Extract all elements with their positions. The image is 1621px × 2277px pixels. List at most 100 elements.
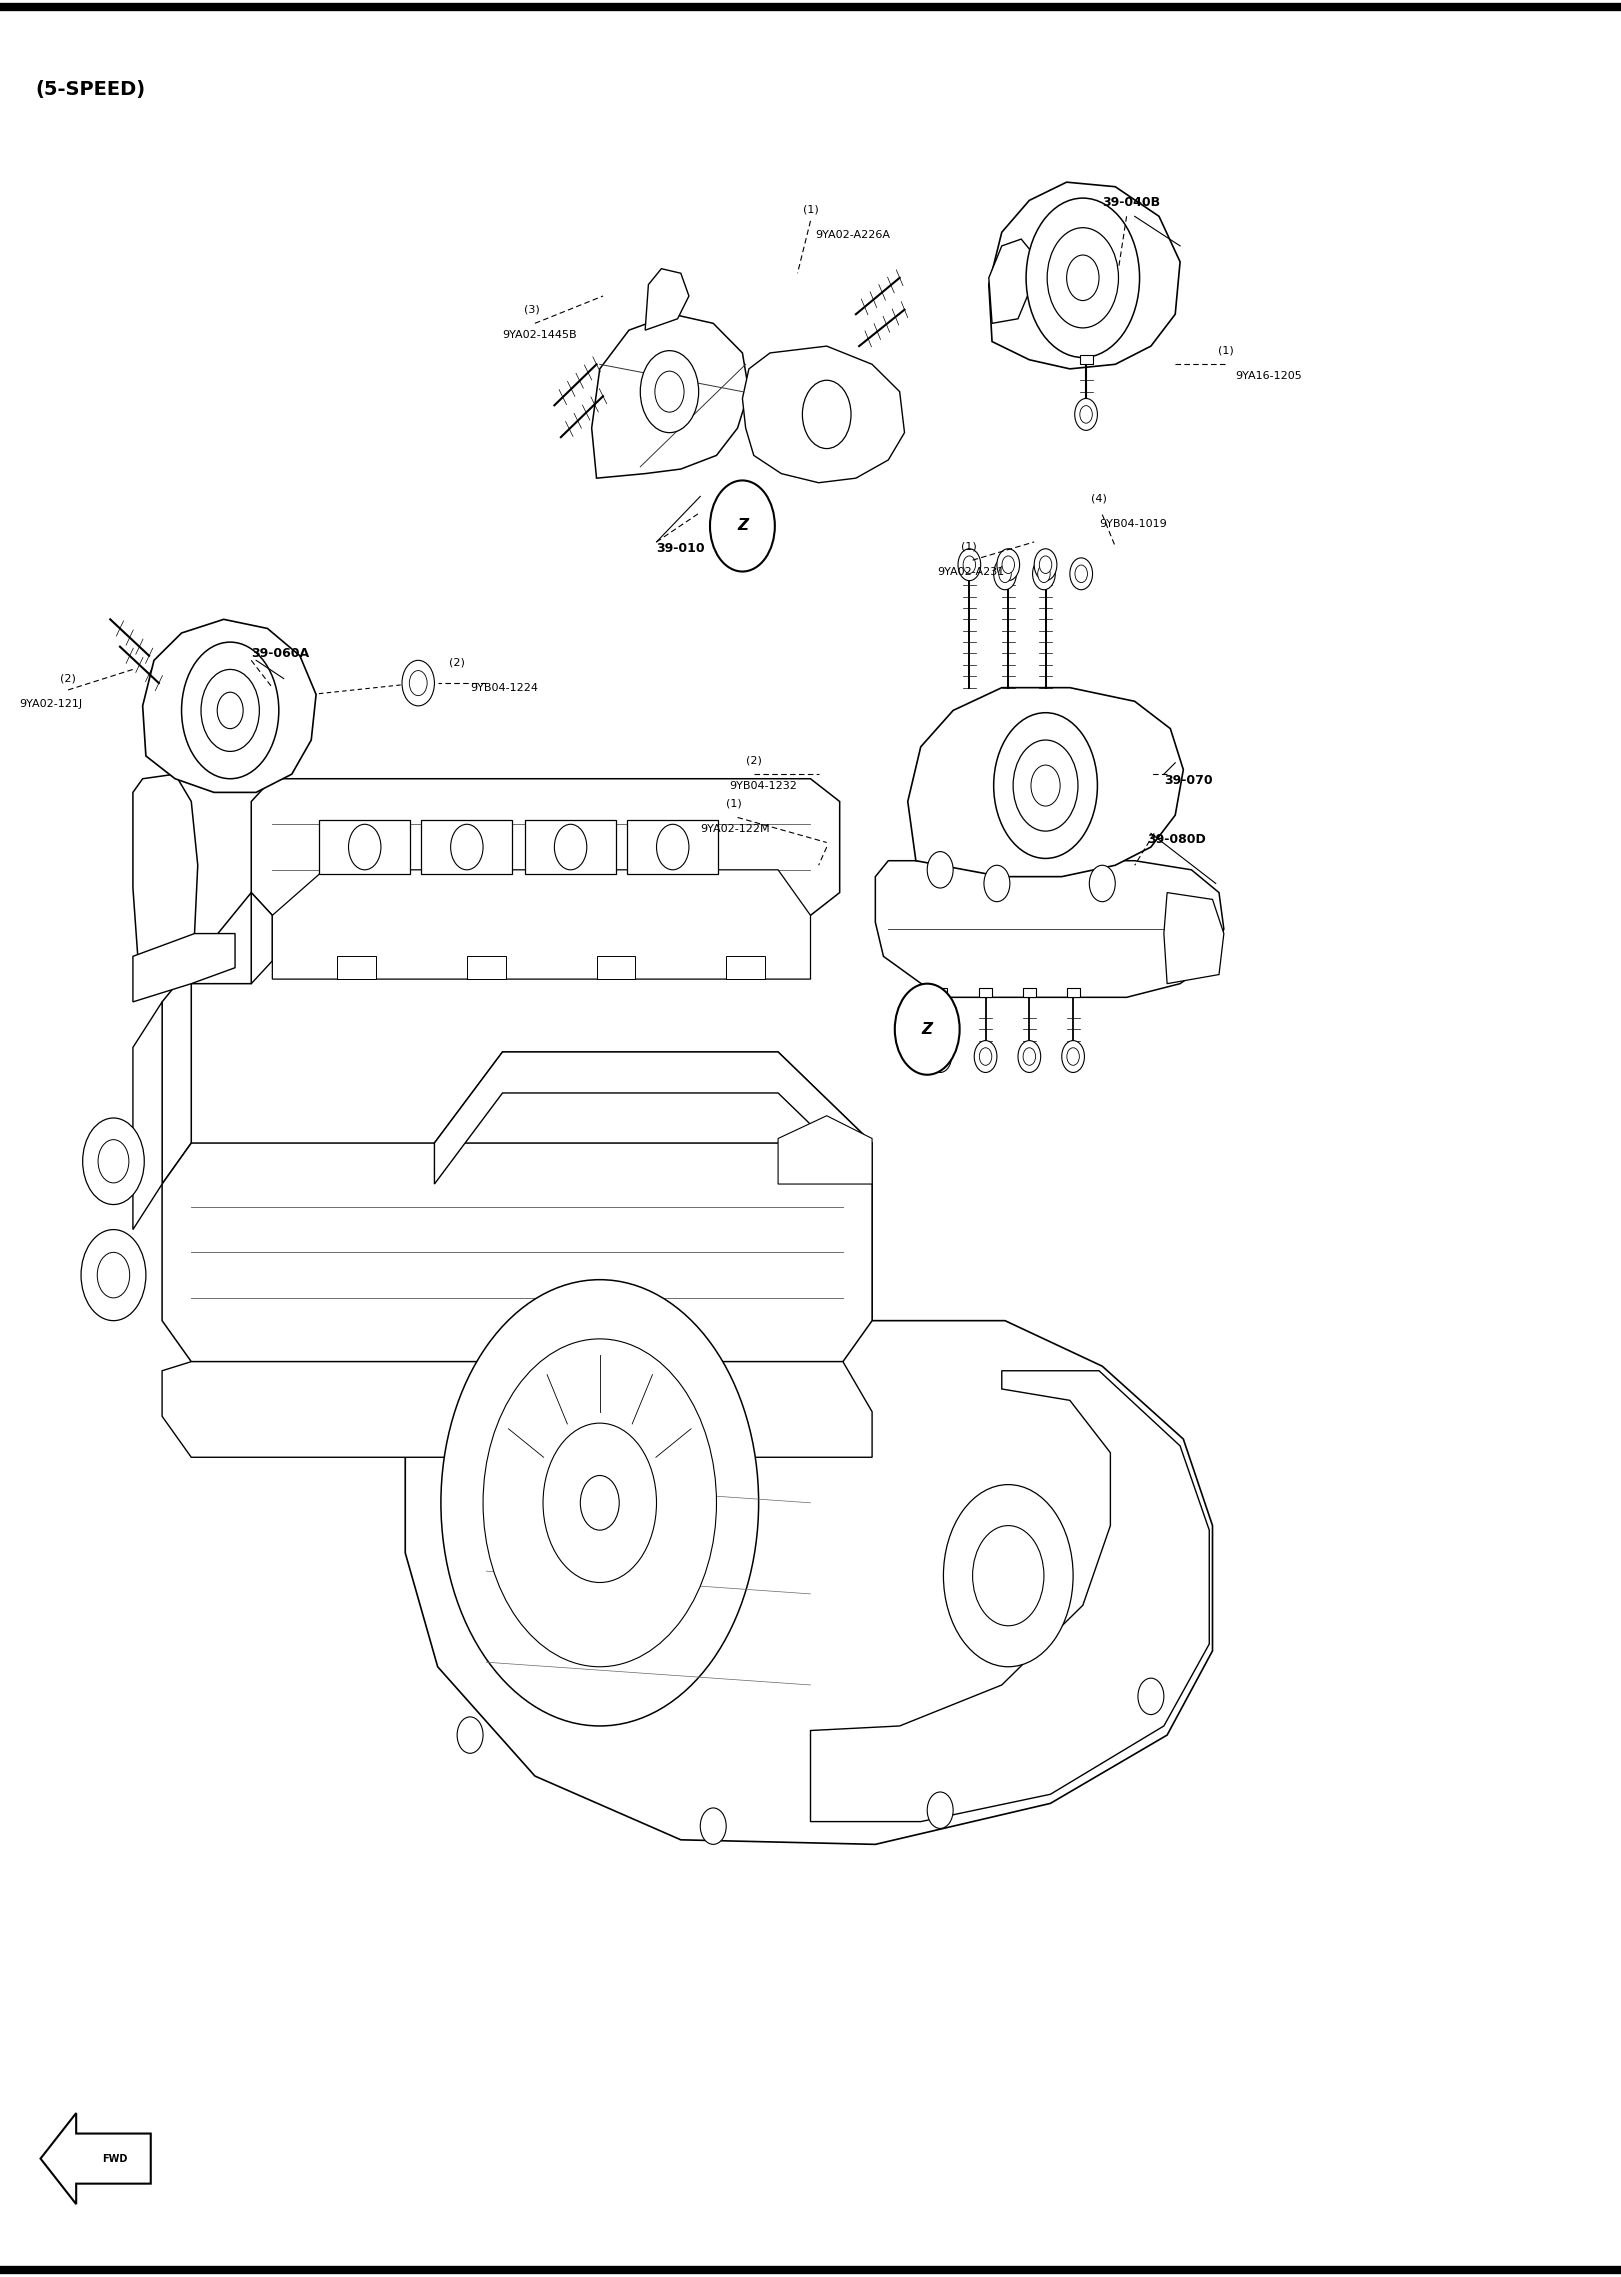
Circle shape	[974, 1041, 997, 1072]
Circle shape	[349, 824, 381, 870]
Polygon shape	[405, 1052, 1213, 1844]
Polygon shape	[133, 934, 235, 1002]
Text: (2): (2)	[60, 674, 76, 683]
Polygon shape	[627, 820, 718, 874]
Circle shape	[927, 1792, 953, 1828]
Polygon shape	[592, 314, 749, 478]
Polygon shape	[1164, 893, 1224, 984]
Circle shape	[1080, 405, 1093, 424]
Text: 9YA02-121J: 9YA02-121J	[19, 699, 83, 708]
Polygon shape	[133, 774, 198, 984]
Polygon shape	[133, 1002, 162, 1230]
Text: FWD: FWD	[102, 2154, 128, 2163]
Bar	[934, 988, 947, 997]
Circle shape	[994, 713, 1097, 858]
Circle shape	[1002, 556, 1015, 574]
Polygon shape	[726, 956, 765, 979]
Polygon shape	[778, 1116, 872, 1184]
Polygon shape	[162, 1143, 872, 1362]
Circle shape	[1023, 1047, 1036, 1066]
Polygon shape	[645, 269, 689, 330]
Circle shape	[655, 371, 684, 412]
Bar	[1080, 355, 1093, 364]
Circle shape	[580, 1475, 619, 1530]
Text: 39-080D: 39-080D	[1148, 833, 1206, 847]
Text: (2): (2)	[449, 658, 465, 667]
Text: 9YB04-1232: 9YB04-1232	[729, 781, 798, 790]
Text: (3): (3)	[524, 305, 540, 314]
Text: (1): (1)	[1217, 346, 1234, 355]
Text: 9YA02-A231: 9YA02-A231	[937, 567, 1003, 576]
Text: (1): (1)	[802, 205, 819, 214]
Circle shape	[81, 1230, 146, 1321]
Polygon shape	[143, 619, 316, 792]
Circle shape	[97, 1252, 130, 1298]
Polygon shape	[421, 820, 512, 874]
Circle shape	[934, 1047, 947, 1066]
Circle shape	[958, 549, 981, 581]
Circle shape	[997, 549, 1020, 581]
Polygon shape	[41, 2113, 151, 2204]
Circle shape	[994, 558, 1016, 590]
Text: (1): (1)	[961, 542, 977, 551]
Circle shape	[979, 1047, 992, 1066]
Circle shape	[1026, 198, 1140, 357]
Circle shape	[640, 351, 699, 433]
Text: 9YA16-1205: 9YA16-1205	[1235, 371, 1302, 380]
Bar	[979, 988, 992, 997]
Circle shape	[201, 669, 259, 751]
Circle shape	[1075, 398, 1097, 430]
Circle shape	[408, 669, 428, 697]
Circle shape	[973, 1526, 1044, 1626]
Circle shape	[451, 824, 483, 870]
Polygon shape	[742, 346, 905, 483]
Circle shape	[700, 1808, 726, 1844]
Bar	[963, 565, 976, 574]
Polygon shape	[989, 182, 1180, 369]
Text: 39-070: 39-070	[1164, 774, 1213, 788]
Polygon shape	[251, 779, 840, 915]
Circle shape	[1039, 556, 1052, 574]
Circle shape	[943, 1485, 1073, 1667]
Polygon shape	[908, 688, 1183, 877]
Circle shape	[1018, 1041, 1041, 1072]
Text: 9YB04-1019: 9YB04-1019	[1099, 519, 1167, 528]
Bar	[1067, 988, 1080, 997]
Circle shape	[999, 565, 1012, 583]
Circle shape	[802, 380, 851, 449]
Text: 9YA02-1445B: 9YA02-1445B	[503, 330, 577, 339]
Circle shape	[543, 1423, 657, 1583]
Polygon shape	[525, 820, 616, 874]
Circle shape	[1075, 565, 1088, 583]
Circle shape	[554, 824, 587, 870]
Circle shape	[402, 660, 434, 706]
Text: (1): (1)	[726, 799, 742, 808]
Text: 9YA02-A226A: 9YA02-A226A	[815, 230, 890, 239]
Circle shape	[182, 642, 279, 779]
Text: 9YA02-122M: 9YA02-122M	[700, 824, 770, 833]
Circle shape	[1034, 549, 1057, 581]
Text: (4): (4)	[1091, 494, 1107, 503]
Text: 39-010: 39-010	[657, 542, 705, 556]
Polygon shape	[597, 956, 635, 979]
Circle shape	[1070, 558, 1093, 590]
Circle shape	[929, 1041, 952, 1072]
Text: (2): (2)	[746, 756, 762, 765]
Circle shape	[1047, 228, 1118, 328]
Circle shape	[97, 1138, 130, 1184]
Circle shape	[441, 1280, 759, 1726]
Circle shape	[1067, 255, 1099, 301]
Polygon shape	[162, 893, 251, 1184]
Text: 39-040B: 39-040B	[1102, 196, 1161, 209]
Circle shape	[895, 984, 960, 1075]
Circle shape	[984, 865, 1010, 902]
Circle shape	[963, 556, 976, 574]
Text: 9YB04-1224: 9YB04-1224	[470, 683, 538, 692]
Polygon shape	[875, 861, 1224, 997]
Circle shape	[1067, 1047, 1080, 1066]
Circle shape	[1062, 1041, 1084, 1072]
Polygon shape	[434, 1052, 872, 1184]
Circle shape	[457, 1717, 483, 1753]
Circle shape	[83, 1118, 144, 1205]
Polygon shape	[272, 870, 810, 979]
